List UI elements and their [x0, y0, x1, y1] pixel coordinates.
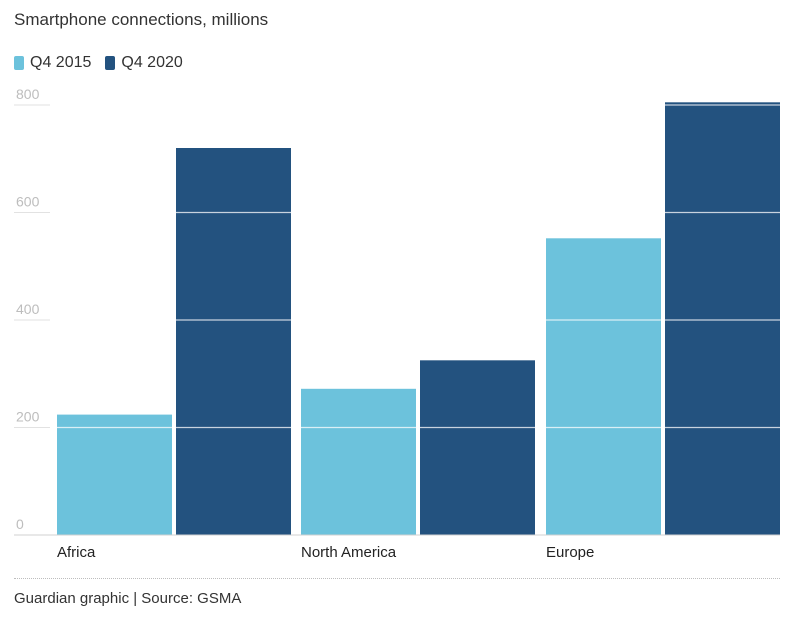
legend-swatch-q4-2015 [14, 56, 24, 70]
y-tick-label-200: 200 [16, 409, 40, 425]
bar-north-america-q4-2015 [301, 388, 416, 535]
legend-item-q4-2015: Q4 2015 [14, 54, 91, 72]
legend-label-q4-2020: Q4 2020 [121, 54, 183, 71]
x-tick-label-north-america: North America [301, 544, 397, 561]
legend-swatch-q4-2020 [105, 56, 116, 70]
y-tick-label-400: 400 [16, 301, 40, 317]
bar-europe-q4-2015 [546, 238, 661, 536]
bar-africa-q4-2015 [57, 414, 172, 535]
legend-item-q4-2020: Q4 2020 [105, 54, 183, 72]
y-tick-label-0: 0 [16, 516, 24, 532]
bar-africa-q4-2020 [176, 148, 291, 535]
legend-label-q4-2015: Q4 2015 [30, 54, 92, 71]
footer-divider [14, 578, 780, 579]
x-tick-label-africa: Africa [57, 544, 96, 561]
legend: Q4 2015 Q4 2020 [14, 54, 183, 72]
bar-north-america-q4-2020 [420, 360, 535, 535]
x-tick-label-europe: Europe [546, 544, 594, 561]
source-footer: Guardian graphic | Source: GSMA [14, 590, 242, 607]
bar-europe-q4-2020 [665, 102, 780, 535]
chart-title: Smartphone connections, millions [14, 10, 269, 29]
y-tick-label-800: 800 [16, 86, 40, 102]
y-tick-label-600: 600 [16, 194, 40, 210]
